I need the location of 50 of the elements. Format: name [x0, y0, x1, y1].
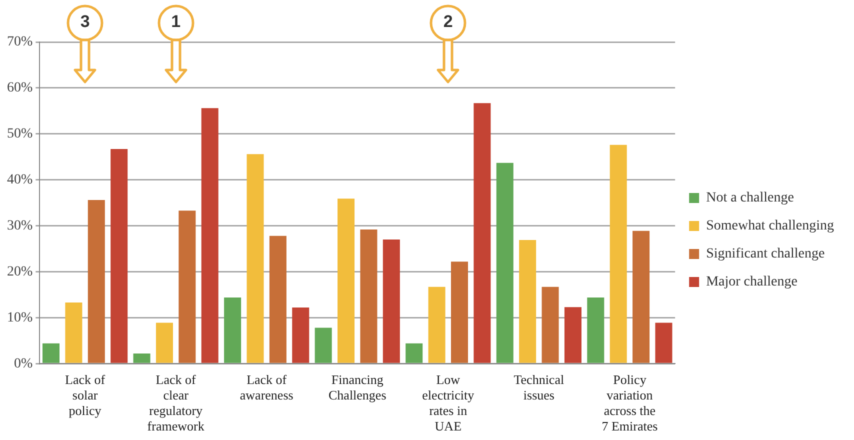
bar — [314, 328, 332, 363]
bar — [88, 200, 105, 363]
annotation: 1 — [170, 12, 182, 32]
y-tick-label: 0% — [14, 356, 33, 372]
bar — [338, 198, 355, 363]
x-tick-label: Lack of awareness — [240, 372, 294, 402]
x-tick-label: Lack of solar policy — [65, 372, 106, 418]
bar — [292, 308, 310, 363]
y-tick-label: 30% — [6, 218, 33, 234]
y-tick-label: 20% — [6, 264, 33, 280]
x-tick-label: Financing Challenges — [328, 372, 386, 402]
bar — [360, 229, 378, 363]
bar — [542, 286, 559, 363]
bar — [406, 343, 423, 363]
x-tick-label: Low electricity rates in UAE — [422, 372, 475, 434]
bar — [632, 230, 650, 363]
x-tick-label: Policy variation across the 7 Emirates — [602, 372, 658, 434]
bar — [156, 322, 173, 363]
bar — [42, 343, 60, 363]
bar — [474, 103, 491, 363]
bar — [178, 210, 196, 363]
legend-label: Somewhat challenging — [706, 218, 834, 234]
annotation: 2 — [442, 12, 454, 32]
bar — [428, 286, 446, 363]
bar — [201, 108, 218, 363]
bar — [224, 297, 242, 363]
y-tick-label: 50% — [6, 126, 33, 142]
bar — [655, 322, 672, 363]
y-tick-label: 60% — [6, 80, 33, 96]
bar — [382, 240, 400, 363]
bar — [133, 353, 150, 363]
bar — [610, 144, 627, 363]
legend-label: Not a challenge — [706, 190, 794, 206]
bar — [519, 240, 536, 363]
y-tick-label: 70% — [6, 34, 33, 50]
y-tick-label: 40% — [6, 172, 33, 188]
bar — [269, 236, 286, 363]
bar — [246, 154, 264, 363]
bar — [110, 149, 128, 363]
annotation: 3 — [79, 12, 91, 32]
x-tick-label: Technical issues — [514, 372, 564, 402]
bar — [496, 162, 514, 363]
legend-label: Major challenge — [706, 274, 798, 290]
bar — [587, 297, 604, 363]
x-tick-label: Lack of clear regulatory framework — [147, 372, 205, 434]
y-tick-label: 10% — [6, 310, 33, 326]
bar — [450, 262, 468, 363]
legend-label: Significant challenge — [706, 246, 825, 262]
bar — [564, 307, 582, 363]
bar — [65, 302, 82, 363]
